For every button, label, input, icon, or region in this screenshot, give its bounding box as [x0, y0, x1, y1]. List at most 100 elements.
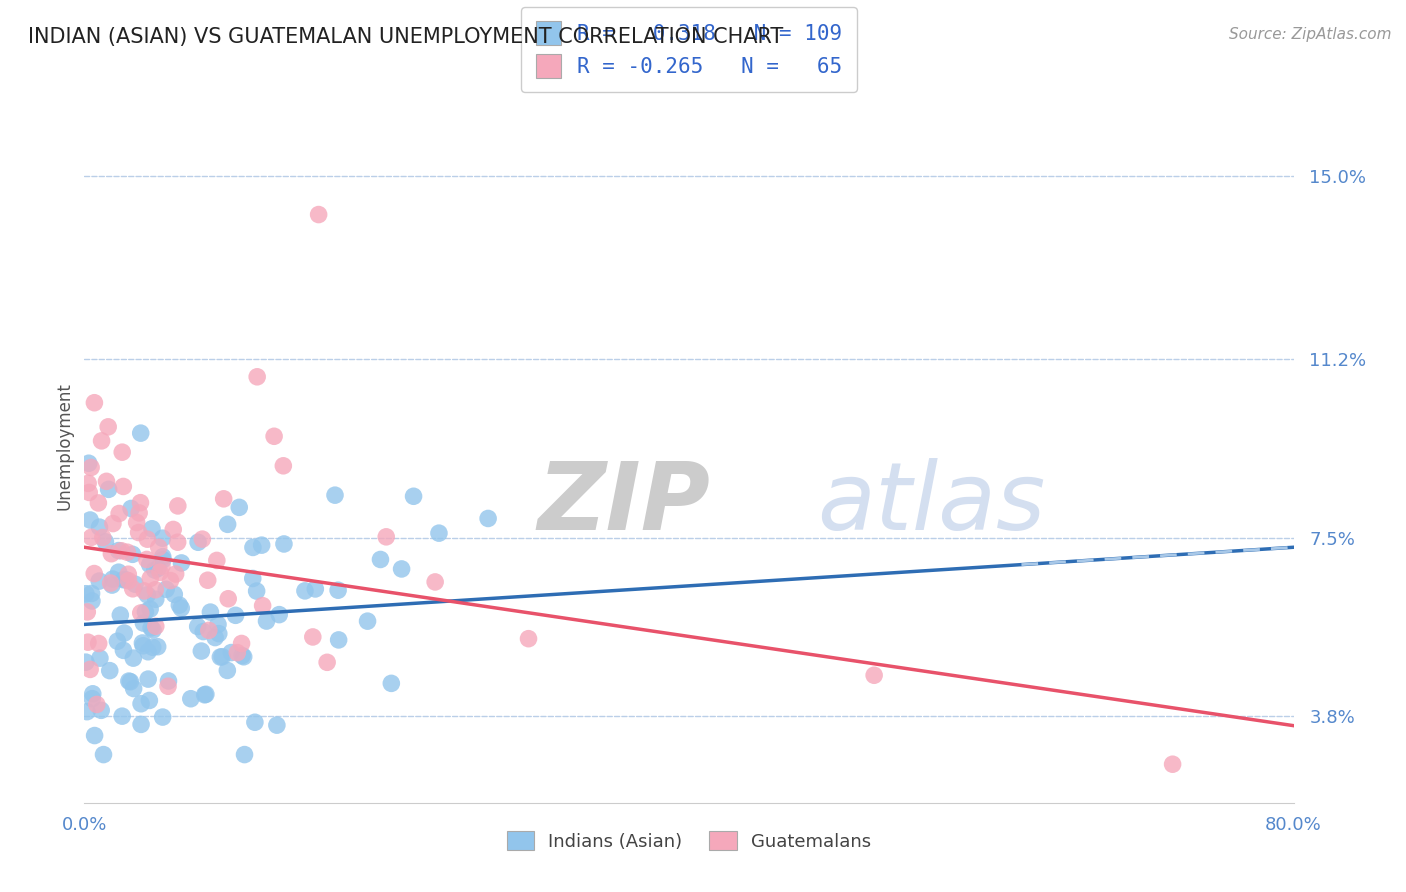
Point	[152, 549, 174, 564]
Point	[212, 491, 235, 506]
Point	[100, 547, 122, 561]
Point	[134, 605, 156, 619]
Point	[152, 710, 174, 724]
Point	[110, 543, 132, 558]
Point	[134, 583, 156, 598]
Point	[159, 574, 181, 588]
Point	[301, 630, 323, 644]
Point	[149, 566, 172, 580]
Point	[226, 646, 249, 660]
Point	[208, 626, 231, 640]
Point	[273, 458, 295, 473]
Point	[198, 624, 221, 638]
Point	[232, 649, 254, 664]
Point	[89, 651, 111, 665]
Point	[91, 531, 114, 545]
Point	[121, 582, 143, 596]
Point	[231, 648, 253, 663]
Point	[157, 673, 180, 688]
Point	[136, 588, 159, 602]
Point	[266, 718, 288, 732]
Point	[402, 489, 425, 503]
Point	[107, 543, 129, 558]
Point	[89, 520, 111, 534]
Point	[219, 646, 242, 660]
Point	[101, 572, 124, 586]
Point	[136, 645, 159, 659]
Point	[80, 530, 103, 544]
Point	[517, 632, 540, 646]
Point	[83, 729, 105, 743]
Point	[316, 656, 339, 670]
Point	[1161, 757, 1184, 772]
Point	[87, 496, 110, 510]
Point	[132, 639, 155, 653]
Point	[246, 369, 269, 384]
Point	[155, 582, 177, 597]
Point	[136, 532, 159, 546]
Point	[233, 747, 256, 762]
Point	[146, 640, 169, 654]
Point	[217, 664, 239, 678]
Point	[79, 513, 101, 527]
Point	[142, 623, 165, 637]
Point	[205, 553, 228, 567]
Point	[326, 583, 349, 598]
Point	[157, 679, 180, 693]
Point	[187, 535, 209, 549]
Point	[101, 578, 124, 592]
Point	[138, 693, 160, 707]
Point	[142, 640, 165, 655]
Point	[129, 606, 152, 620]
Text: atlas: atlas	[817, 458, 1046, 549]
Point	[76, 705, 98, 719]
Point	[129, 496, 152, 510]
Point	[427, 526, 450, 541]
Point	[211, 649, 233, 664]
Point	[132, 616, 155, 631]
Point	[112, 573, 135, 587]
Point	[141, 522, 163, 536]
Point	[120, 501, 142, 516]
Point	[148, 541, 170, 555]
Point	[243, 715, 266, 730]
Point	[128, 506, 150, 520]
Legend: Indians (Asian), Guatemalans: Indians (Asian), Guatemalans	[499, 824, 879, 858]
Point	[75, 587, 97, 601]
Point	[107, 634, 129, 648]
Point	[197, 573, 219, 587]
Point	[122, 651, 145, 665]
Point	[107, 565, 129, 579]
Point	[187, 619, 209, 633]
Point	[170, 556, 193, 570]
Point	[110, 608, 132, 623]
Point	[79, 662, 101, 676]
Point	[194, 687, 217, 701]
Point	[231, 636, 253, 650]
Point	[145, 592, 167, 607]
Y-axis label: Unemployment: Unemployment	[55, 382, 73, 510]
Point	[87, 636, 110, 650]
Point	[242, 572, 264, 586]
Point	[77, 485, 100, 500]
Point	[90, 703, 112, 717]
Point	[209, 650, 232, 665]
Point	[356, 614, 378, 628]
Point	[131, 636, 153, 650]
Point	[136, 672, 159, 686]
Point	[165, 567, 187, 582]
Point	[269, 607, 291, 622]
Point	[143, 582, 166, 597]
Point	[194, 688, 217, 702]
Point	[252, 599, 274, 613]
Point	[391, 562, 413, 576]
Point	[124, 577, 146, 591]
Point	[100, 576, 122, 591]
Point	[162, 523, 184, 537]
Point	[129, 717, 152, 731]
Point	[77, 635, 100, 649]
Point	[225, 608, 247, 623]
Point	[115, 573, 138, 587]
Point	[112, 643, 135, 657]
Point	[89, 574, 111, 588]
